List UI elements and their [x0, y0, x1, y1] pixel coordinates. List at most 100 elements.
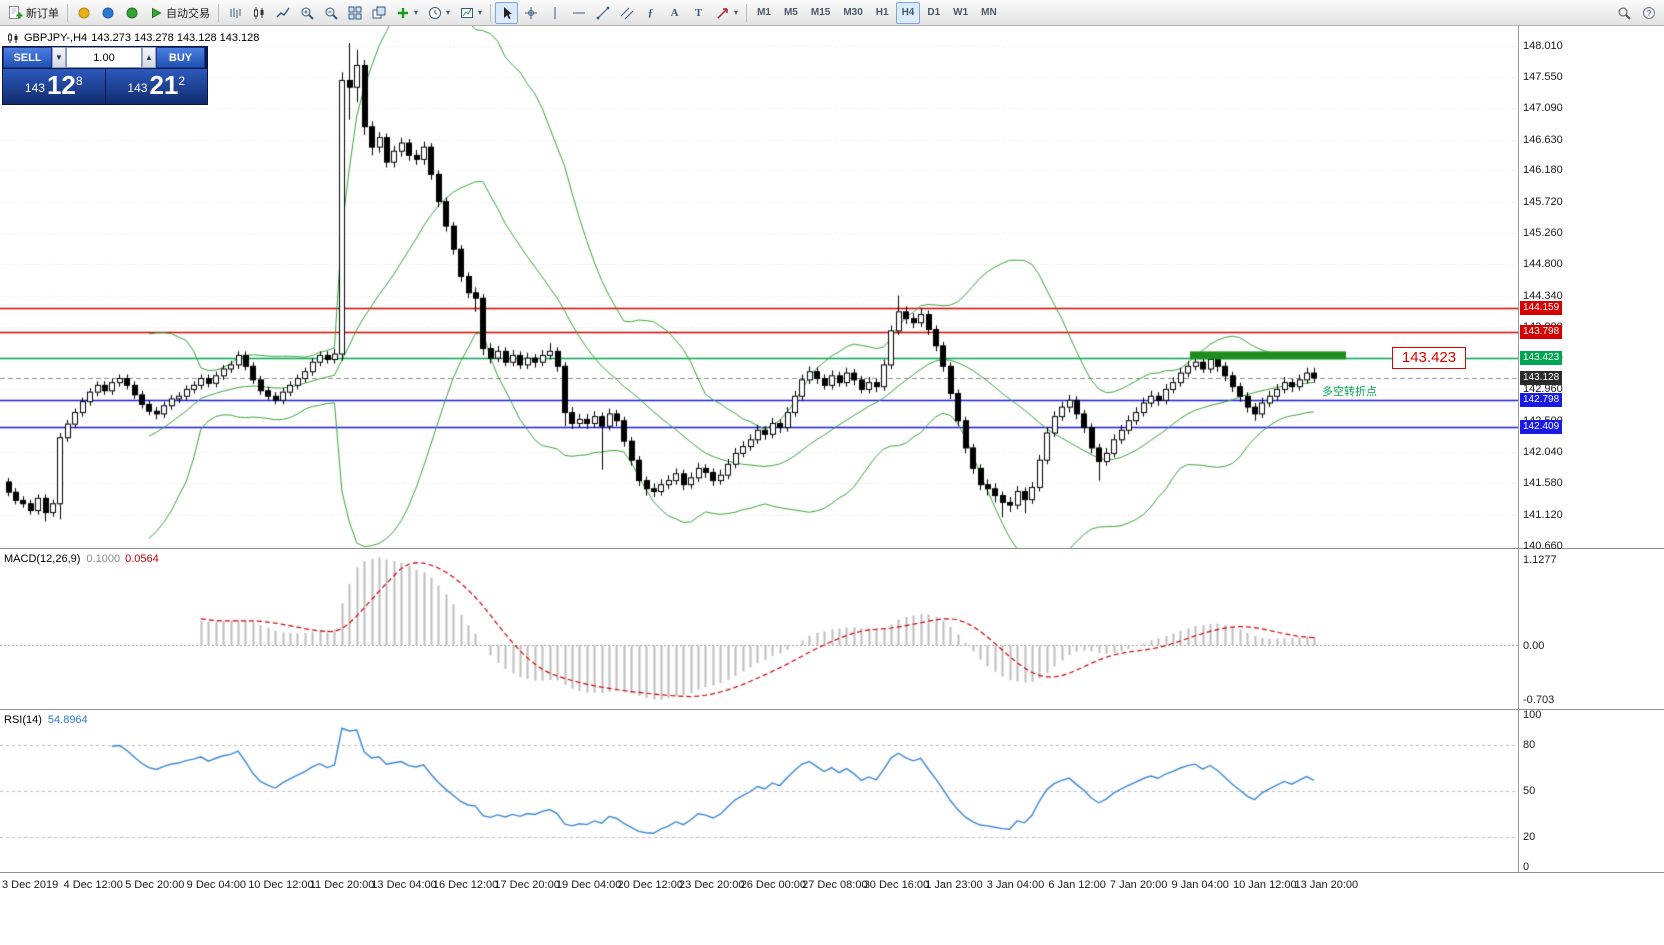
fibonacci-button[interactable]: ƒ — [639, 2, 662, 24]
ask-price[interactable]: 143 21 2 — [105, 69, 207, 104]
trendline-button[interactable] — [591, 2, 614, 24]
rsi-panel-canvas[interactable] — [0, 711, 1518, 871]
price-axis-label: 148.010 — [1523, 39, 1563, 52]
community-button[interactable] — [96, 2, 119, 24]
panel-splitter[interactable] — [0, 709, 1664, 710]
clock-icon — [427, 5, 442, 20]
rsi-axis-label: 20 — [1523, 830, 1536, 843]
time-axis-label: 13 Jan 20:00 — [1294, 879, 1359, 891]
horizontal-line-button[interactable] — [567, 2, 590, 24]
panel-splitter[interactable] — [0, 548, 1664, 549]
tf-h1-button-label: H1 — [875, 7, 889, 18]
tile-windows-button[interactable] — [343, 2, 366, 24]
tf-d1-button-label: D1 — [927, 7, 941, 18]
time-axis-label: 30 Dec 16:00 — [863, 879, 930, 891]
bid-price[interactable]: 143 12 8 — [3, 69, 105, 104]
price-axis-label: 145.720 — [1523, 195, 1563, 208]
auto-arrange-button[interactable] — [367, 2, 390, 24]
rsi-value: 54.8964 — [47, 714, 88, 726]
macd-axis-label: -0.703 — [1523, 694, 1555, 706]
macd-panel-canvas[interactable] — [0, 550, 1518, 708]
new-order-button-label: 新订单 — [26, 7, 59, 20]
tf-m5-button[interactable]: M5 — [778, 2, 804, 24]
sell-button[interactable]: SELL — [3, 47, 52, 68]
indicators-button[interactable]: ▾ — [391, 2, 422, 24]
macd-indicator-label: MACD(12,26,9) 0.1000 0.0564 — [4, 553, 159, 565]
price-callout-box[interactable]: 143.423 — [1392, 346, 1466, 369]
macd-name: MACD(12,26,9) — [4, 553, 81, 565]
text-button[interactable]: A — [663, 2, 686, 24]
price-tag: 143.128 — [1520, 370, 1563, 385]
tf-m15-button[interactable]: M15 — [805, 2, 836, 24]
help-icon: ? — [1641, 5, 1656, 20]
dropdown-caret-icon: ▾ — [734, 8, 739, 17]
tf-m15-button-label: M15 — [810, 7, 831, 18]
volume-up-button[interactable]: ▲ — [142, 47, 156, 68]
news-button[interactable] — [120, 2, 143, 24]
tf-mn-button-label: MN — [981, 7, 997, 18]
arrows-button[interactable]: ▾ — [711, 2, 742, 24]
channel-button[interactable] — [615, 2, 638, 24]
new-order-button[interactable]: 新订单 — [4, 2, 63, 24]
search-icon — [1616, 5, 1631, 20]
symbol-header: GBPJPY-,H4 143.273 143.278 143.128 143.1… — [5, 30, 259, 45]
candlestick-button[interactable] — [247, 2, 270, 24]
price-axis-label: 141.580 — [1523, 477, 1563, 490]
line-chart-button[interactable] — [271, 2, 294, 24]
time-axis-label: 1 Jan 23:00 — [925, 879, 983, 891]
tf-h4-button[interactable]: H4 — [895, 1, 921, 24]
chart-icon — [5, 30, 20, 45]
tf-w1-button[interactable]: W1 — [947, 2, 974, 24]
volume-down-button[interactable]: ▼ — [52, 47, 66, 68]
time-axis-label: 10 Jan 12:00 — [1233, 879, 1297, 891]
bar-chart-button[interactable] — [223, 2, 246, 24]
metaeditor-button[interactable] — [72, 2, 95, 24]
tf-m1-button[interactable]: M1 — [751, 2, 777, 24]
time-axis-label: 13 Dec 04:00 — [371, 879, 437, 891]
price-axis-label: 144.800 — [1523, 258, 1563, 271]
tf-h1-button[interactable]: H1 — [870, 2, 895, 24]
autotrading-button[interactable]: 自动交易 — [144, 2, 214, 24]
crosshair-button[interactable] — [519, 2, 542, 24]
zoom-out-button[interactable] — [319, 2, 342, 24]
time-axis: 3 Dec 2019 4 Dec 12:00 5 Dec 20:00 9 Dec 04… — [0, 873, 1664, 899]
template-icon — [459, 5, 474, 20]
price-axis: 148.010 147.550 147.090 146.630 146.180 145.7… — [1519, 26, 1664, 873]
time-axis-label: 20 Dec 12:00 — [617, 879, 683, 891]
tf-m30-button[interactable]: M30 — [837, 2, 868, 24]
price-tag: 144.159 — [1520, 300, 1563, 315]
caret-up-icon: ▲ — [145, 53, 153, 62]
time-axis-label: 5 Dec 20:00 — [125, 879, 185, 891]
zoom-out-icon — [323, 5, 338, 20]
main-chart-canvas[interactable] — [0, 26, 1518, 548]
bars-icon — [227, 5, 242, 20]
tf-m5-button-label: M5 — [783, 7, 798, 18]
time-axis-label: 10 Dec 12:00 — [248, 879, 314, 891]
periods-button[interactable]: ▾ — [423, 2, 454, 24]
text-label-button[interactable]: T — [687, 2, 710, 24]
time-axis-label: 16 Dec 12:00 — [432, 879, 499, 891]
shapes-icon — [715, 5, 730, 20]
bid-sup: 8 — [75, 74, 83, 88]
tf-d1-button[interactable]: D1 — [921, 2, 946, 24]
help-button[interactable]: ? — [1637, 2, 1660, 24]
tf-mn-button[interactable]: MN — [975, 2, 1003, 24]
turning-point-note: 多空转折点 — [1322, 386, 1377, 398]
rsi-name: RSI(14) — [4, 714, 42, 726]
time-axis-label: 19 Dec 04:00 — [555, 879, 622, 891]
cursor-icon — [499, 5, 514, 20]
cursor-button[interactable] — [495, 1, 519, 24]
rsi-axis-label: 0 — [1523, 861, 1530, 873]
price-axis-label: 146.180 — [1523, 164, 1563, 177]
volume-input[interactable] — [66, 47, 142, 68]
zoom-in-button[interactable] — [295, 2, 318, 24]
new-order-icon — [8, 5, 23, 20]
search-button[interactable] — [1612, 2, 1635, 24]
vertical-line-button[interactable] — [543, 2, 566, 24]
price-axis-label: 142.960 — [1523, 383, 1563, 396]
buy-button[interactable]: BUY — [156, 47, 205, 68]
dropdown-caret-icon: ▾ — [414, 8, 419, 17]
price-axis-label: 145.260 — [1523, 226, 1563, 239]
templates-button[interactable]: ▾ — [455, 2, 486, 24]
panel-splitter[interactable] — [0, 872, 1664, 873]
